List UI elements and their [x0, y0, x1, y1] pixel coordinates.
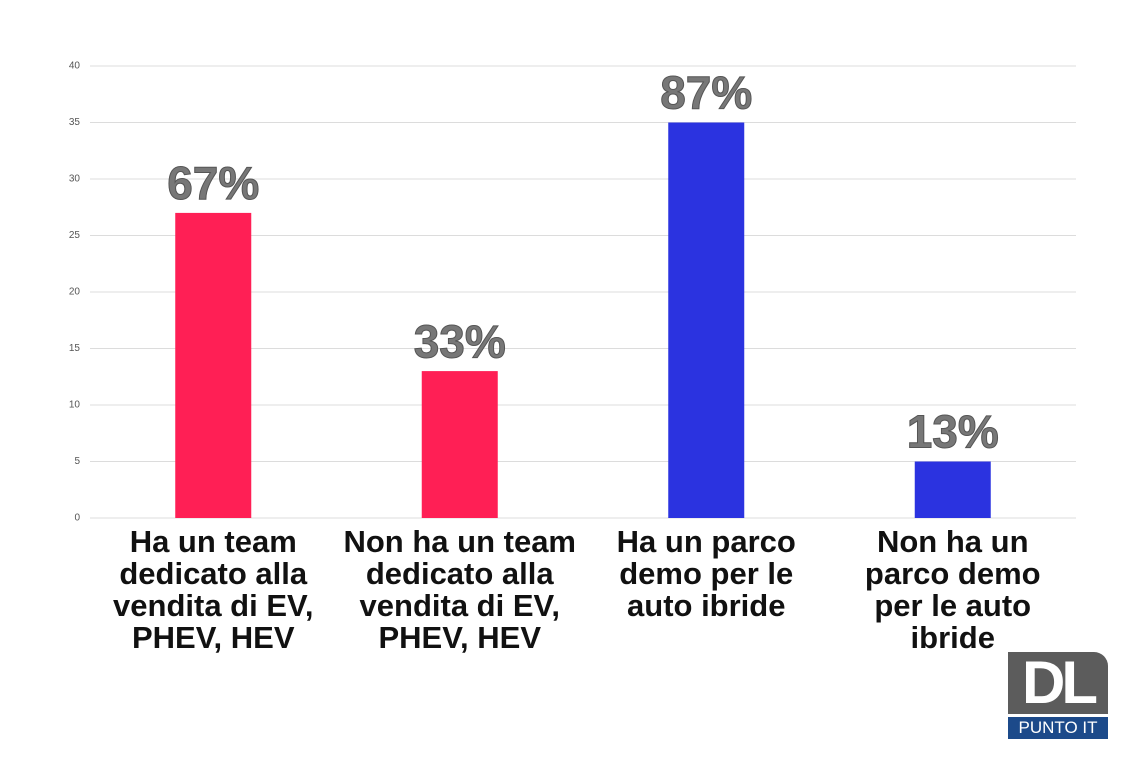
bar — [175, 212, 252, 518]
y-tick-label: 0 — [74, 513, 80, 524]
logo-text: PUNTO IT — [1008, 717, 1108, 739]
x-tick-label: Non ha un parco demo per le auto ibride — [864, 524, 1041, 655]
y-tick-label: 15 — [69, 343, 81, 354]
x-tick-label: Non ha un team dedicato alla vendita di … — [343, 524, 576, 655]
y-tick-label: 5 — [74, 456, 80, 467]
bar — [914, 461, 991, 518]
x-tick-label: Ha un team dedicato alla vendita di EV, … — [113, 524, 314, 655]
logo-mark: DL — [1008, 652, 1108, 714]
y-tick-label: 25 — [69, 230, 81, 241]
y-tick-label: 20 — [69, 287, 81, 298]
bar — [668, 122, 745, 518]
y-tick-label: 30 — [69, 174, 81, 185]
y-tick-label: 10 — [69, 400, 81, 411]
logo: DL PUNTO IT — [1008, 652, 1108, 740]
y-tick-label: 40 — [69, 61, 81, 72]
annotation: 87% — [660, 67, 752, 119]
y-tick-label: 35 — [69, 117, 81, 128]
annotation: 33% — [414, 315, 506, 367]
annotation: 67% — [167, 157, 259, 209]
x-tick-label: Ha un parco demo per le auto ibride — [616, 524, 796, 623]
bar — [421, 371, 498, 518]
annotation: 13% — [907, 406, 999, 458]
